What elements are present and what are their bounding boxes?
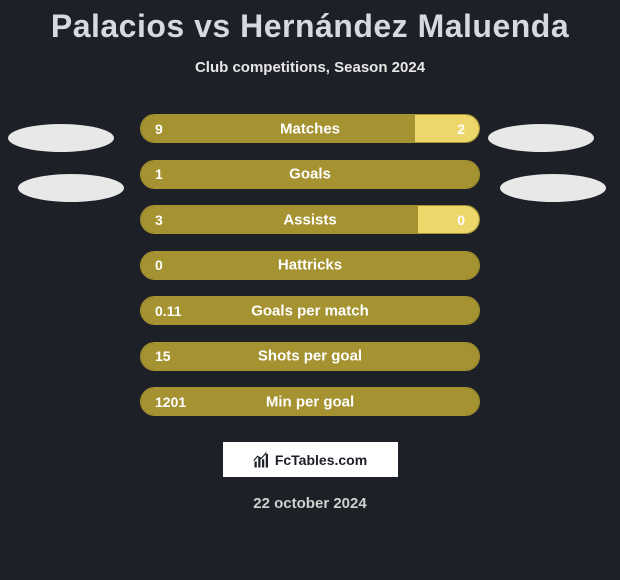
stat-label: Min per goal [266, 393, 354, 410]
stat-row: 3 0 Assists [140, 205, 480, 234]
stat-bar-p1 [141, 115, 415, 142]
stat-row: 15 Shots per goal [140, 342, 480, 371]
stat-value-p1: 1 [155, 166, 163, 182]
stat-bar-p2 [415, 115, 479, 142]
stat-row: 9 2 Matches [140, 114, 480, 143]
stat-value-p1: 9 [155, 121, 163, 137]
stat-value-p1: 0 [155, 257, 163, 273]
stat-row: 0.11 Goals per match [140, 296, 480, 325]
stat-label: Assists [283, 211, 336, 228]
stat-value-p1: 0.11 [155, 303, 181, 319]
page-title: Palacios vs Hernández Maluenda [0, 0, 620, 45]
avatar-placeholder [8, 124, 114, 152]
stat-value-p2: 0 [457, 212, 465, 228]
stat-row: 1 Goals [140, 160, 480, 189]
stat-label: Shots per goal [258, 348, 362, 365]
source-logo: FcTables.com [223, 442, 398, 477]
avatar-placeholder [500, 174, 606, 202]
stat-value-p1: 15 [155, 348, 171, 364]
stat-label: Hattricks [278, 257, 342, 274]
stat-bar-p2 [418, 206, 479, 233]
comparison-card: Palacios vs Hernández Maluenda Club comp… [0, 0, 620, 580]
date: 22 october 2024 [0, 495, 620, 512]
subtitle: Club competitions, Season 2024 [0, 59, 620, 76]
stat-bar-p1 [141, 206, 418, 233]
bar-chart-icon [253, 451, 271, 469]
stat-label: Goals [289, 166, 331, 183]
stat-value-p2: 2 [457, 121, 465, 137]
stats-list: 9 2 Matches 1 Goals 3 0 Assists 0 Hattricks 0.11 Go… [0, 114, 620, 416]
avatar-placeholder [488, 124, 594, 152]
logo-text: FcTables.com [275, 452, 367, 468]
avatar-placeholder [18, 174, 124, 202]
stat-row: 1201 Min per goal [140, 387, 480, 416]
stat-label: Matches [280, 120, 340, 137]
stat-row: 0 Hattricks [140, 251, 480, 280]
stat-value-p1: 3 [155, 212, 163, 228]
stat-label: Goals per match [251, 302, 369, 319]
stat-value-p1: 1201 [155, 394, 186, 410]
